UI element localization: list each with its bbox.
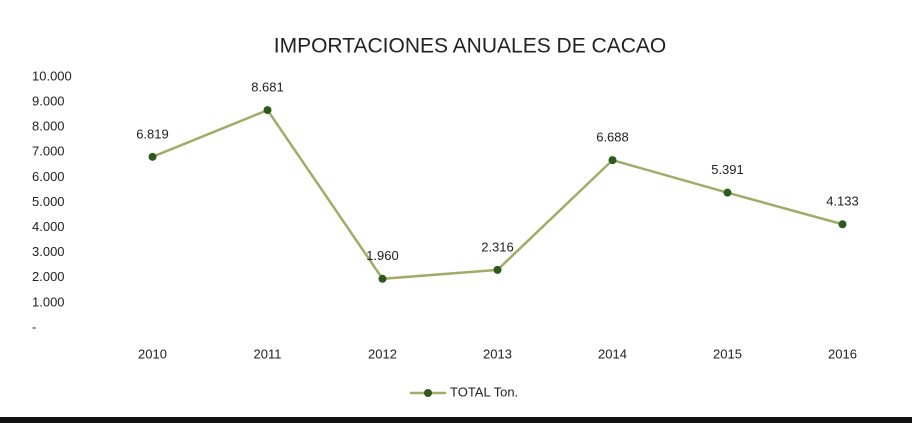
x-tick-label: 2016 bbox=[828, 346, 857, 361]
x-tick-label: 2014 bbox=[598, 346, 627, 361]
y-tick-label: - bbox=[32, 319, 36, 334]
x-tick-label: 2015 bbox=[713, 346, 742, 361]
data-label: 5.391 bbox=[711, 162, 744, 177]
data-point bbox=[608, 156, 617, 165]
bottom-border bbox=[0, 417, 912, 423]
y-tick-label: 7.000 bbox=[32, 144, 65, 159]
y-tick-label: 6.000 bbox=[32, 169, 65, 184]
data-label: 1.960 bbox=[366, 248, 399, 263]
x-tick-label: 2013 bbox=[483, 346, 512, 361]
y-tick-label: 10.000 bbox=[32, 68, 72, 83]
y-tick-label: 2.000 bbox=[32, 269, 65, 284]
y-tick-label: 5.000 bbox=[32, 194, 65, 209]
legend-marker bbox=[424, 389, 432, 397]
x-tick-label: 2011 bbox=[254, 346, 282, 361]
data-point bbox=[838, 220, 847, 229]
chart-title: IMPORTACIONES ANUALES DE CACAO bbox=[274, 35, 666, 58]
y-tick-label: 9.000 bbox=[32, 94, 65, 109]
data-point bbox=[263, 106, 272, 115]
data-point bbox=[723, 188, 732, 197]
data-label: 4.133 bbox=[826, 194, 859, 209]
data-point bbox=[378, 274, 387, 283]
data-label: 6.819 bbox=[136, 126, 169, 141]
y-tick-label: 1.000 bbox=[32, 294, 65, 309]
y-tick-label: 4.000 bbox=[32, 219, 65, 234]
data-point bbox=[148, 152, 157, 161]
data-label: 2.316 bbox=[481, 239, 514, 254]
y-tick-label: 8.000 bbox=[32, 119, 65, 134]
data-label: 6.688 bbox=[596, 130, 629, 145]
x-tick-label: 2010 bbox=[138, 346, 167, 361]
x-tick-label: 2012 bbox=[368, 346, 397, 361]
data-point bbox=[493, 265, 502, 274]
legend-label: TOTAL Ton. bbox=[450, 384, 518, 399]
y-tick-label: 3.000 bbox=[32, 244, 65, 259]
data-label: 8.681 bbox=[251, 80, 284, 95]
